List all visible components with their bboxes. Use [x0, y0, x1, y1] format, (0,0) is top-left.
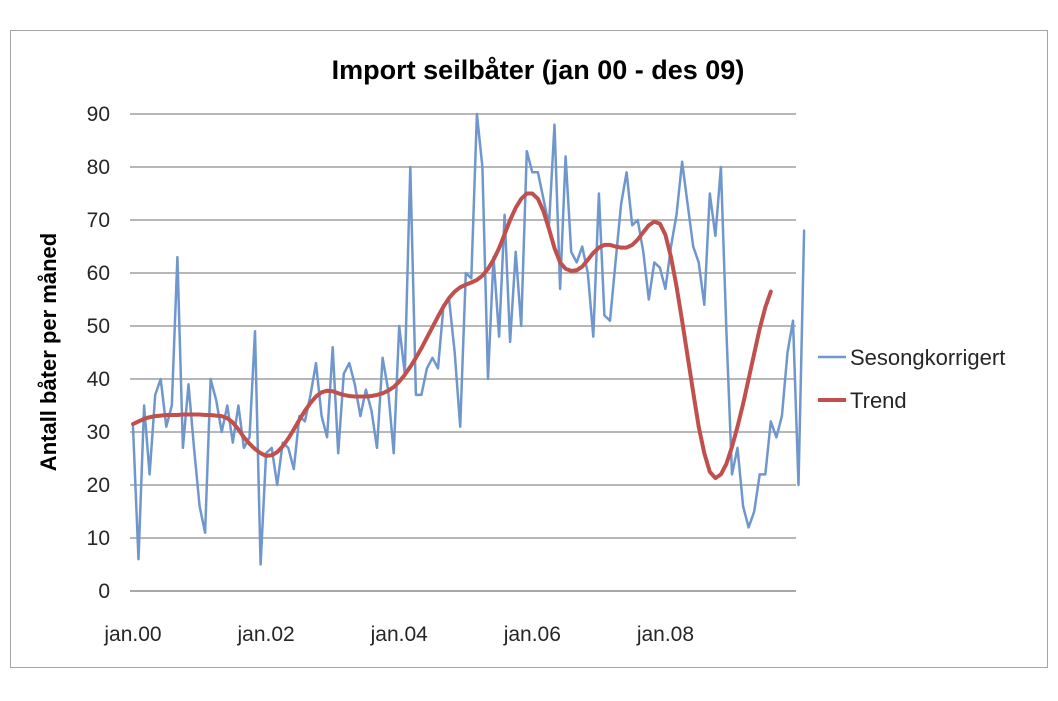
y-tick-label: 90 — [87, 103, 110, 126]
legend: Sesongkorrigert Trend — [818, 345, 1005, 413]
series-layer — [131, 112, 806, 566]
y-tick-label: 70 — [87, 209, 110, 232]
series-line-trend — [131, 191, 773, 481]
x-tick-label: jan.08 — [636, 623, 694, 646]
x-tick-label: jan.06 — [503, 623, 561, 646]
chart-frame — [10, 30, 1048, 668]
y-tick-label: 80 — [87, 156, 110, 179]
y-axis-ticks: 0 10 20 30 40 50 60 70 80 90 — [87, 103, 110, 603]
y-tick-label: 20 — [87, 474, 110, 497]
x-axis-ticks: jan.00 jan.02 jan.04 jan.06 jan.08 — [103, 623, 694, 646]
y-tick-label: 0 — [98, 580, 110, 603]
x-tick-label: jan.02 — [236, 623, 294, 646]
x-tick-label: jan.00 — [103, 623, 161, 646]
y-tick-label: 10 — [87, 527, 110, 550]
y-tick-label: 30 — [87, 421, 110, 444]
y-tick-label: 60 — [87, 262, 110, 285]
y-tick-label: 50 — [87, 315, 110, 338]
x-tick-label: jan.04 — [370, 623, 429, 646]
y-tick-label: 40 — [87, 368, 110, 391]
legend-label-trend: Trend — [850, 388, 907, 413]
chart-title: Import seilbåter (jan 00 - des 09) — [332, 55, 745, 85]
gridlines — [130, 113, 796, 539]
legend-label-sesongkorrigert: Sesongkorrigert — [850, 345, 1005, 370]
y-axis-label: Antall båter per måned — [36, 233, 61, 471]
series-line-sesongkorrigert — [131, 112, 806, 566]
